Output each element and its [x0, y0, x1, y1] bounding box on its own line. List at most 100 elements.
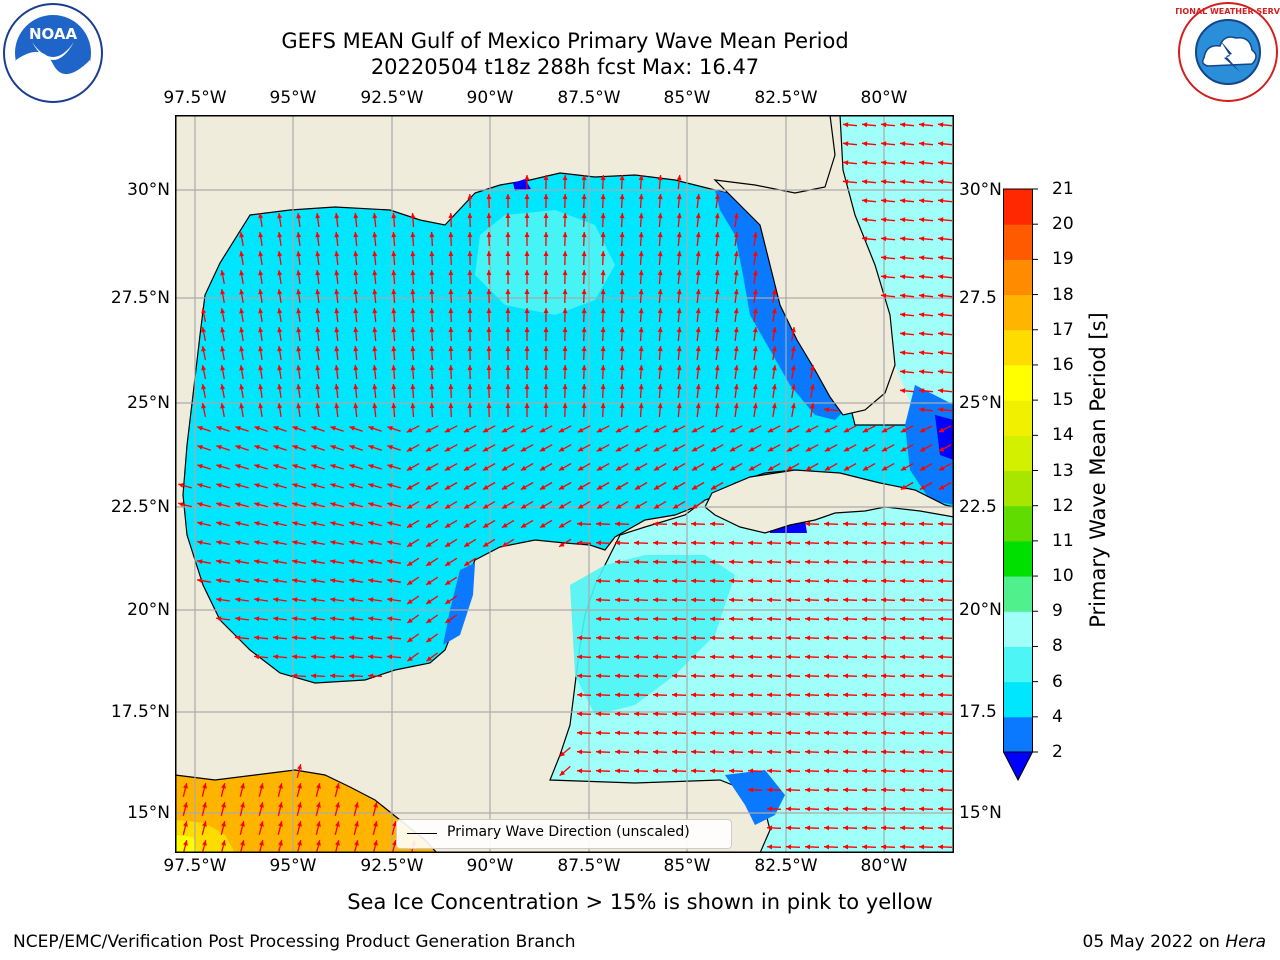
wave-arrow-head — [919, 255, 925, 261]
wave-arrow-head — [881, 806, 887, 812]
wave-arrow-head — [900, 122, 906, 128]
wave-arrow-head — [387, 578, 393, 584]
wave-arrow-head — [862, 521, 868, 527]
wave-arrow-head — [349, 426, 355, 431]
wave-arrow-head — [824, 730, 830, 736]
wave-arrow-head — [277, 289, 283, 295]
wave-arrow-head — [202, 840, 207, 846]
wave-arrow-head — [881, 673, 887, 679]
wave-arrow-head — [653, 749, 659, 755]
wave-arrow-head — [919, 730, 925, 736]
wave-arrow-head — [654, 503, 660, 509]
wave-arrow-head — [676, 308, 682, 314]
wave-arrow-head — [862, 844, 868, 850]
lon-label-bottom: 97.5°W — [163, 856, 227, 876]
wave-arrow-head — [786, 749, 792, 755]
colorbar-tick-label: 12 — [1052, 495, 1074, 516]
wave-arrow-head — [653, 692, 659, 698]
wave-arrow-head — [615, 465, 622, 471]
wave-arrow-head — [410, 232, 416, 238]
wave-arrow-head — [464, 503, 470, 509]
wave-arrow-head — [619, 251, 625, 257]
wave-arrow-head — [938, 559, 944, 565]
wave-arrow-head — [710, 597, 716, 603]
wave-arrow-head — [577, 465, 584, 471]
wave-arrow-head — [372, 289, 378, 295]
wave-arrow-head — [676, 270, 682, 276]
wave-arrow-head — [315, 270, 321, 276]
wave-arrow-head — [562, 194, 568, 200]
colorbar-label: Primary Wave Mean Period [s] — [1086, 312, 1110, 628]
wave-arrow-head — [805, 768, 811, 774]
wave-arrow-head — [353, 403, 359, 409]
wave-arrow-head — [900, 312, 906, 318]
lon-label-top: 92.5°W — [360, 88, 424, 108]
wave-arrow-head — [577, 673, 583, 679]
wave-arrow-head — [824, 540, 830, 546]
wave-arrow-head — [216, 521, 222, 526]
wave-arrow-head — [467, 251, 473, 257]
lon-label-top: 87.5°W — [557, 88, 621, 108]
wave-arrow-head — [596, 484, 603, 490]
wave-arrow-head — [520, 446, 527, 452]
wave-arrow-head — [805, 787, 811, 793]
wave-arrow-head — [653, 616, 659, 622]
wave-arrow-head — [881, 787, 887, 793]
wave-arrow-head — [824, 654, 830, 660]
wave-arrow-head — [502, 541, 508, 547]
wave-arrow-head — [368, 578, 374, 584]
map-title: GEFS MEAN Gulf of Mexico Primary Wave Me… — [281, 29, 849, 53]
wave-arrow-head — [710, 654, 716, 660]
wave-arrow-head — [881, 597, 887, 603]
wave-arrow-head — [752, 308, 758, 314]
wave-arrow-head — [596, 616, 602, 622]
wave-arrow-head — [292, 540, 298, 545]
wave-arrow-head — [862, 559, 868, 565]
wave-arrow-head — [615, 578, 621, 584]
wave-arrow-head — [843, 179, 849, 185]
wave-arrow-head — [824, 825, 830, 831]
wave-arrow-head — [521, 503, 527, 509]
wave-arrow-head — [900, 768, 906, 774]
wave-arrow-head — [296, 251, 302, 257]
wave-arrow-head — [292, 578, 298, 584]
nws-logo-text: NATIONAL WEATHER SERVICE — [1176, 7, 1280, 16]
wave-arrow-head — [900, 484, 907, 490]
wave-arrow-head — [714, 365, 720, 371]
wave-arrow-head — [691, 730, 697, 736]
wave-arrow-head — [786, 730, 792, 736]
wave-arrow-head — [216, 559, 222, 565]
wave-arrow-head — [311, 483, 317, 488]
wave-arrow-head — [220, 289, 226, 295]
wave-arrow-head — [524, 327, 530, 332]
wave-arrow-head — [559, 770, 566, 776]
wave-arrow-head — [919, 388, 925, 394]
wave-arrow-head — [254, 654, 260, 660]
wave-arrow-head — [407, 618, 413, 623]
wave-arrow-head — [748, 597, 754, 603]
wave-arrow-head — [672, 597, 678, 603]
wave-arrow-head — [695, 346, 701, 352]
colorbar-tick-label: 18 — [1052, 284, 1074, 305]
wave-arrow-head — [900, 198, 906, 204]
wave-arrow-head — [273, 502, 279, 507]
wave-arrow-head — [562, 251, 568, 257]
wave-arrow-head — [562, 270, 568, 276]
wave-arrow-head — [486, 365, 492, 371]
wave-arrow-head — [786, 540, 792, 546]
wave-arrow-head — [900, 787, 906, 793]
wave-arrow-head — [505, 194, 511, 199]
wave-arrow-head — [387, 483, 393, 488]
wave-arrow-head — [657, 232, 663, 238]
wave-arrow-head — [881, 160, 887, 166]
wave-arrow-head — [445, 561, 451, 566]
wave-arrow-head — [330, 597, 336, 603]
wave-arrow-head — [349, 502, 355, 507]
wave-arrow-head — [334, 251, 340, 257]
wave-arrow-head — [634, 446, 641, 452]
wave-arrow-head — [843, 844, 849, 850]
wave-arrow-head — [330, 559, 336, 565]
wave-arrow-head — [235, 635, 241, 641]
wave-arrow-head — [426, 561, 432, 566]
wave-arrow-head — [938, 312, 944, 318]
